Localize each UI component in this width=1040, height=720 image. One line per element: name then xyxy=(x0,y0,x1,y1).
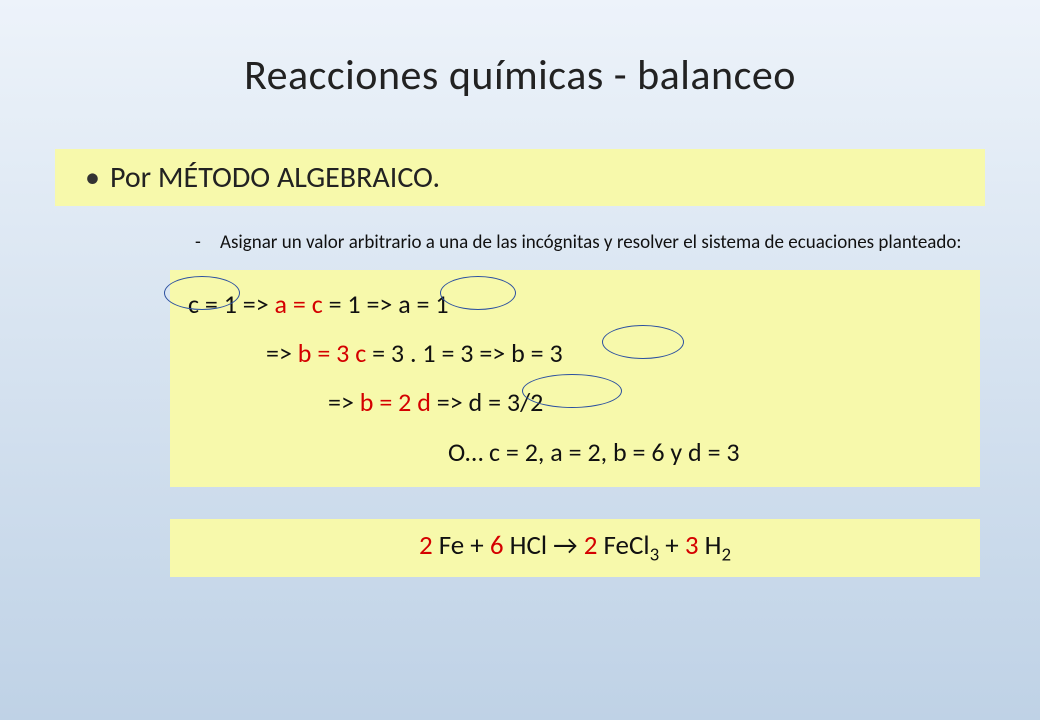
instruction-text: Asignar un valor arbitrario a una de las… xyxy=(220,231,961,254)
calc-line-4: O… c = 2, a = 2, b = 6 y d = 3 xyxy=(188,428,962,477)
eq-t1: Fe + xyxy=(433,529,490,562)
eq-sub2: 2 xyxy=(721,544,731,567)
calc-3-a: => xyxy=(328,386,360,418)
bullet-text: Por MÉTODO ALGEBRAICO. xyxy=(110,159,440,196)
calc-2-red: b = 3 c xyxy=(298,337,366,369)
calc-2-b: = 3 . 1 = 3 => b = 3 xyxy=(366,337,562,369)
calc-line-1: c = 1 => a = c = 1 => a = 1 xyxy=(188,280,962,329)
coef-4: 3 xyxy=(685,529,699,562)
bullet-marker: • xyxy=(85,159,100,196)
coef-1: 2 xyxy=(419,529,433,562)
eq-t3: FeCl xyxy=(597,529,649,562)
bullet-method: • Por MÉTODO ALGEBRAICO. xyxy=(55,149,985,206)
calc-1-b: = 1 => a = 1 xyxy=(323,288,449,320)
calc-1-a: c = 1 => xyxy=(188,288,275,320)
calculation-box: c = 1 => a = c = 1 => a = 1 => b = 3 c =… xyxy=(170,270,980,488)
eq-sub1: 3 xyxy=(650,544,660,567)
eq-t5: H xyxy=(699,529,722,562)
calc-2-a: => xyxy=(266,337,298,369)
calc-3-b: => d = 3/2 xyxy=(431,386,543,418)
instruction-dash: - xyxy=(195,230,201,256)
coef-3: 2 xyxy=(584,529,598,562)
slide: Reacciones químicas - balanceo • Por MÉTO… xyxy=(0,0,1040,720)
final-equation: 2 Fe + 6 HCl → 2 FeCl3 + 3 H2 xyxy=(170,519,980,576)
eq-t4: + xyxy=(659,529,685,562)
calc-3-red: b = 2 d xyxy=(360,386,431,418)
coef-2: 6 xyxy=(490,529,504,562)
instruction: - Asignar un valor arbitrario a una de l… xyxy=(55,224,985,270)
slide-title: Reacciones químicas - balanceo xyxy=(55,50,985,101)
eq-t2: HCl → xyxy=(504,529,584,562)
calc-line-2: => b = 3 c = 3 . 1 = 3 => b = 3 xyxy=(188,329,962,378)
calc-line-3: => b = 2 d => d = 3/2 xyxy=(188,378,962,427)
calc-1-red: a = c xyxy=(275,288,323,320)
